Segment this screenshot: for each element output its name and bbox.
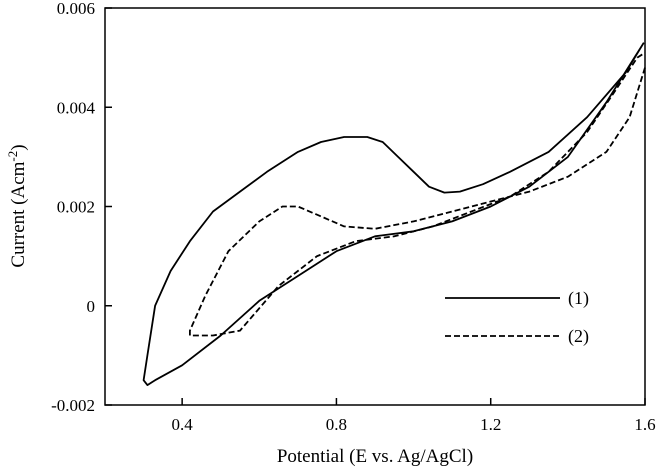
y-tick-label-2: 0.002 <box>57 198 95 217</box>
y-axis-title-end: ) <box>8 144 29 150</box>
axis-tick-labels: 0.4 0.8 1.2 1.6 -0.002 0 0.002 0.004 0.006 <box>51 0 656 434</box>
x-tick-label-3: 1.6 <box>634 415 655 434</box>
y-axis-title-superscript: -2 <box>5 151 20 162</box>
x-axis-title: Potential (E vs. Ag/AgCl) <box>277 446 473 467</box>
x-tick-label-0: 0.4 <box>172 415 194 434</box>
y-tick-label-0: -0.002 <box>51 396 95 415</box>
axis-ticks <box>105 7 646 406</box>
y-tick-label-3: 0.004 <box>57 98 96 117</box>
x-tick-label-2: 1.2 <box>480 415 501 434</box>
legend-label-1: (1) <box>568 288 589 309</box>
y-axis-title: Current (Acm-2) <box>5 144 29 267</box>
series-line-1 <box>142 42 645 386</box>
legend-label-2: (2) <box>568 326 589 347</box>
series-line-2 <box>189 51 646 337</box>
y-axis-title-main: Current (Acm <box>8 161 29 267</box>
x-tick-label-1: 0.8 <box>326 415 347 434</box>
legend: (1) (2) <box>445 288 589 347</box>
y-tick-label-4: 0.006 <box>57 0 95 18</box>
series-layer <box>142 42 646 386</box>
y-tick-label-1: 0 <box>87 297 96 316</box>
plot-frame <box>104 7 646 406</box>
